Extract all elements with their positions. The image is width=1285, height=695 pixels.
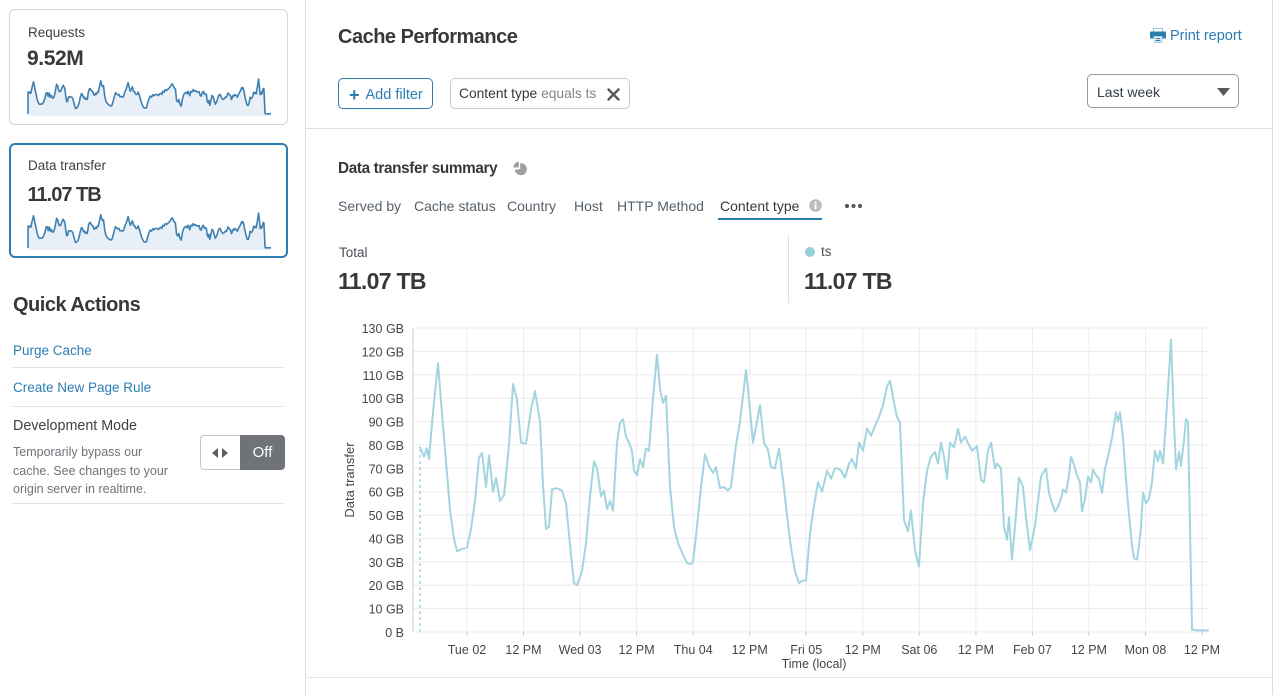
- svg-text:30 GB: 30 GB: [369, 556, 404, 570]
- svg-text:Mon 08: Mon 08: [1125, 643, 1167, 657]
- svg-text:20 GB: 20 GB: [369, 579, 404, 593]
- svg-text:12 PM: 12 PM: [732, 643, 768, 657]
- svg-text:110 GB: 110 GB: [363, 369, 404, 383]
- svg-text:90 GB: 90 GB: [369, 416, 404, 430]
- svg-text:12 PM: 12 PM: [958, 643, 994, 657]
- svg-text:130 GB: 130 GB: [362, 322, 404, 336]
- svg-text:12 PM: 12 PM: [845, 643, 881, 657]
- svg-text:80 GB: 80 GB: [369, 439, 404, 453]
- svg-text:Fri 05: Fri 05: [790, 643, 822, 657]
- svg-text:50 GB: 50 GB: [369, 509, 404, 523]
- svg-text:Wed 03: Wed 03: [559, 643, 602, 657]
- svg-text:Sat 06: Sat 06: [901, 643, 937, 657]
- svg-text:Data transfer: Data transfer: [342, 442, 357, 518]
- svg-text:12 PM: 12 PM: [505, 643, 541, 657]
- svg-text:12 PM: 12 PM: [619, 643, 655, 657]
- svg-text:60 GB: 60 GB: [369, 486, 404, 500]
- svg-text:100 GB: 100 GB: [362, 392, 404, 406]
- svg-text:12 PM: 12 PM: [1071, 643, 1107, 657]
- svg-text:Feb 07: Feb 07: [1013, 643, 1052, 657]
- svg-text:0 B: 0 B: [385, 626, 404, 640]
- svg-text:Time (local): Time (local): [782, 657, 847, 671]
- svg-text:Tue 02: Tue 02: [448, 643, 487, 657]
- svg-text:Thu 04: Thu 04: [674, 643, 713, 657]
- svg-text:40 GB: 40 GB: [369, 533, 404, 547]
- svg-text:10 GB: 10 GB: [369, 603, 404, 617]
- svg-text:12 PM: 12 PM: [1184, 643, 1220, 657]
- svg-text:120 GB: 120 GB: [362, 345, 404, 359]
- svg-text:70 GB: 70 GB: [369, 462, 404, 476]
